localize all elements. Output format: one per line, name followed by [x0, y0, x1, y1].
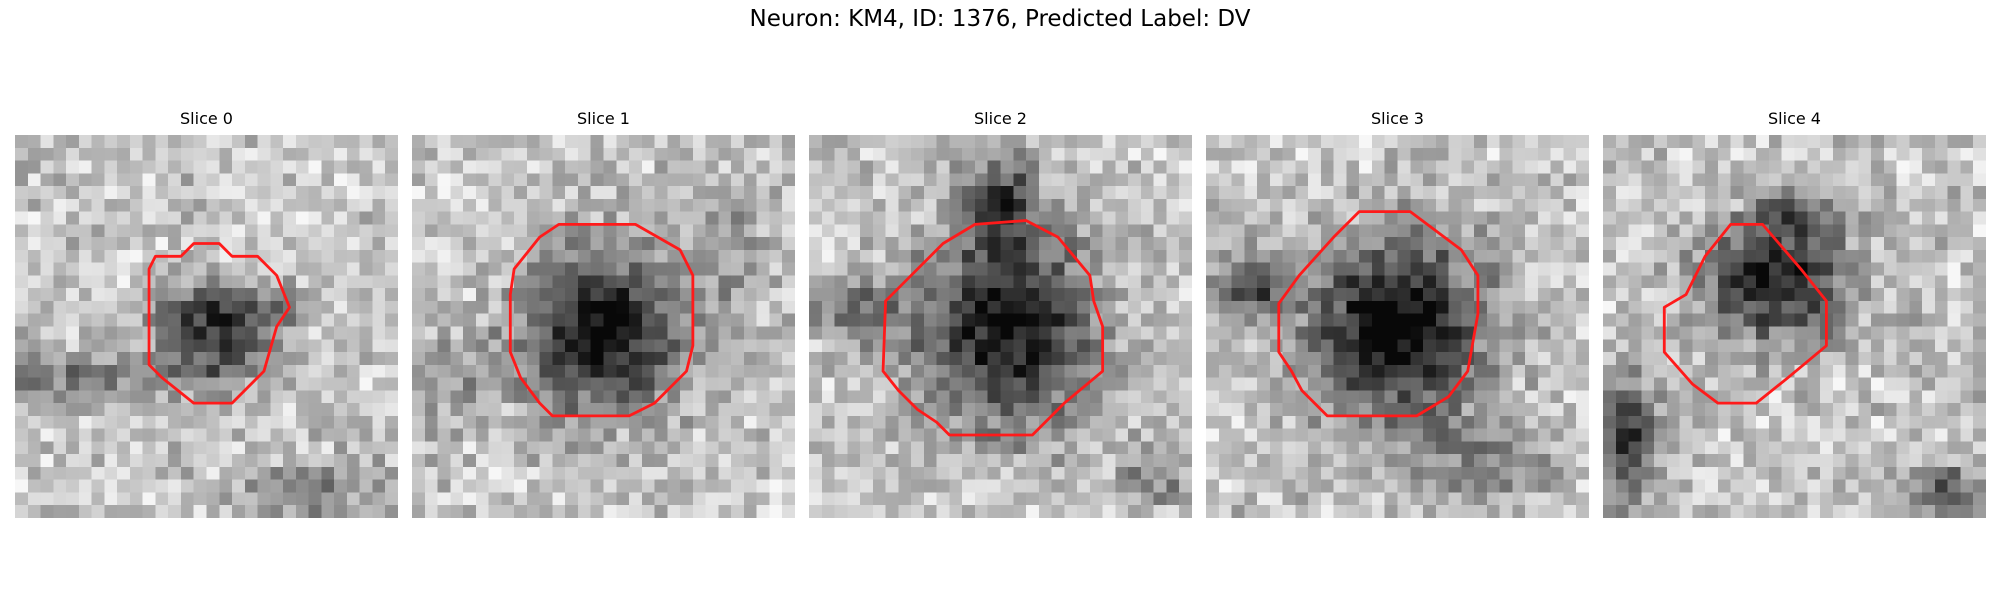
figure-title: Neuron: KM4, ID: 1376, Predicted Label: …: [749, 6, 1251, 32]
pixel-grid: [1206, 135, 1589, 518]
slice-image: [1206, 135, 1589, 518]
neuron-contour: [881, 219, 1105, 437]
slice-title: Slice 0: [180, 109, 233, 128]
slice-panel-1: Slice 1: [412, 109, 795, 521]
pixel-grid: [1603, 135, 1986, 518]
slice-title: Slice 2: [974, 109, 1027, 128]
neuron-contour: [1662, 222, 1828, 405]
slice-image: [15, 135, 398, 518]
neuron-contour: [1277, 210, 1480, 418]
slice-image: [1603, 135, 1986, 518]
pixel-grid: [15, 135, 398, 518]
slice-panel-4: Slice 4: [1603, 109, 1986, 521]
slice-title: Slice 3: [1371, 109, 1424, 128]
pixel-grid: [412, 135, 795, 518]
neuron-contour: [508, 222, 695, 418]
slice-image: [412, 135, 795, 518]
slice-image: [809, 135, 1192, 518]
slice-title: Slice 1: [577, 109, 630, 128]
pixel-grid: [809, 135, 1192, 518]
neuron-contour: [147, 242, 291, 405]
slice-title: Slice 4: [1768, 109, 1821, 128]
slice-panel-3: Slice 3: [1206, 109, 1589, 521]
slice-panel-0: Slice 0: [15, 109, 398, 521]
slice-panel-2: Slice 2: [809, 109, 1192, 521]
